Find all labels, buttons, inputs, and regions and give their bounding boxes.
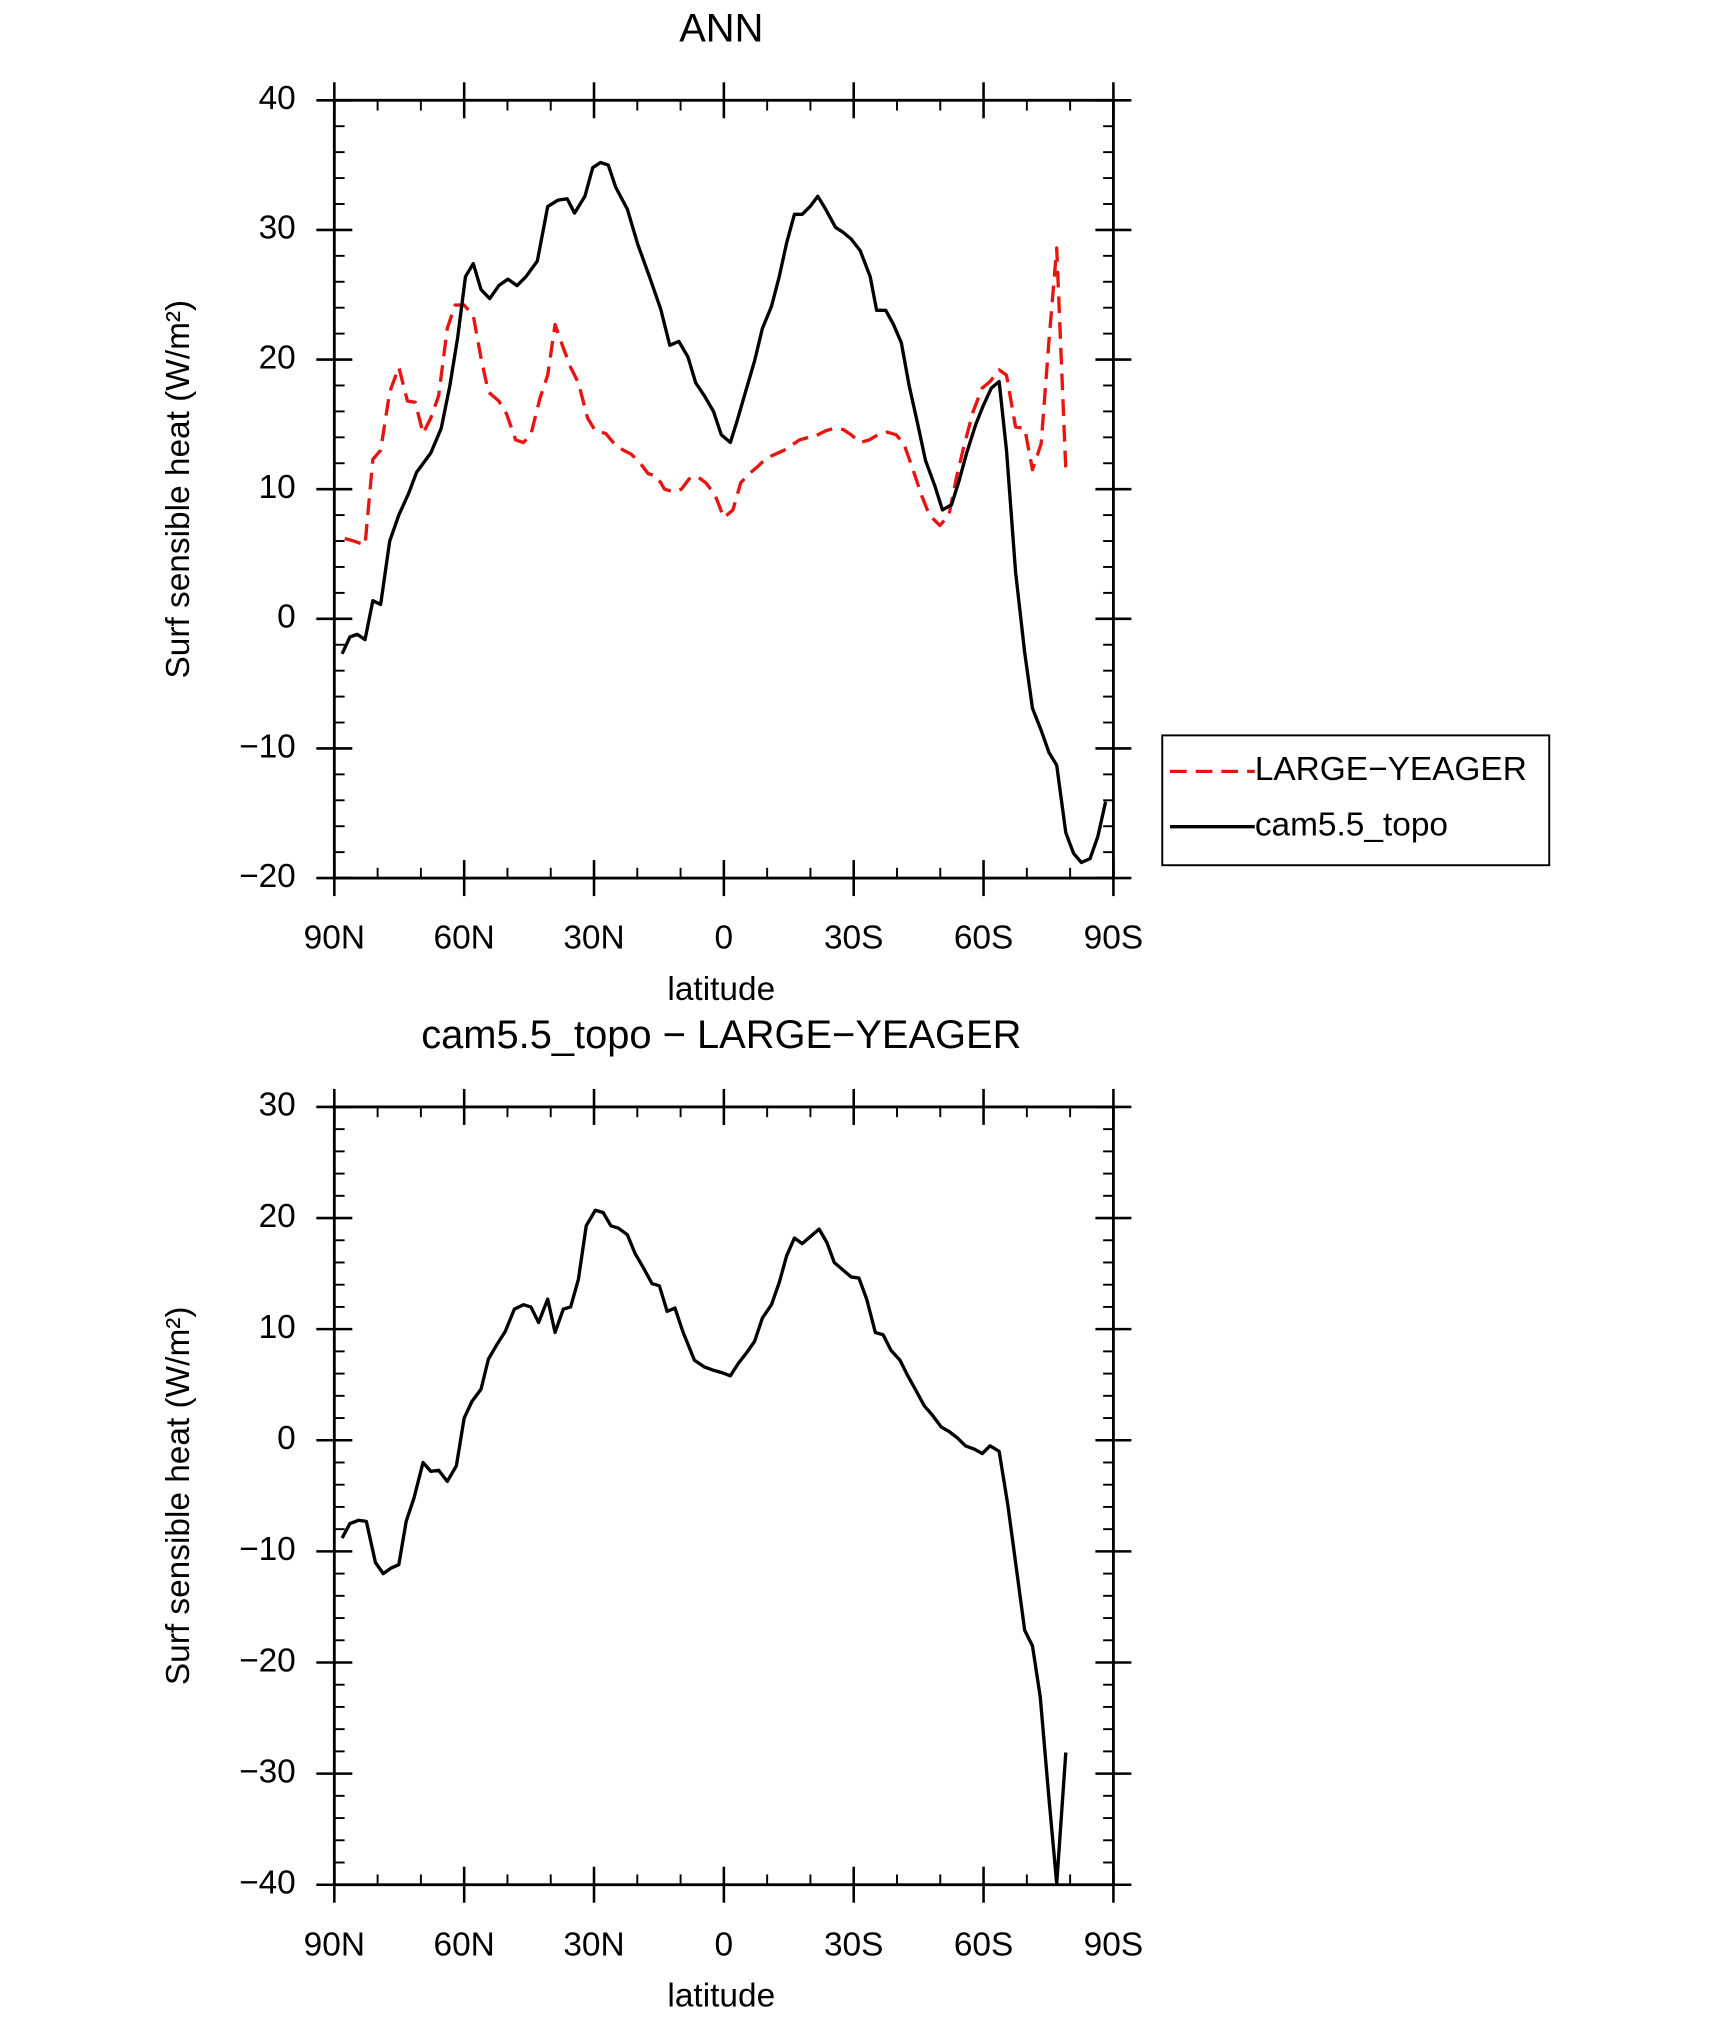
x-tick-label: 90N [304,1926,365,1963]
data-line [344,246,1068,547]
legend-label: cam5.5_topo [1255,806,1448,843]
y-tick-label: −20 [239,1642,296,1679]
plot-frame [332,98,1115,880]
chart-title: cam5.5_topo − LARGE−YEAGER [421,1013,1021,1057]
y-tick-label: 20 [259,1198,296,1235]
y-tick-label: 40 [259,80,296,117]
x-tick-label: 90S [1084,1926,1143,1963]
y-tick-label: −40 [239,1865,296,1902]
x-axis-label: latitude [667,1978,775,2015]
x-tick-label: 60S [954,1926,1013,1963]
data-line [340,1208,1068,1886]
data-line [340,160,1108,865]
x-axis-label: latitude [667,971,775,1008]
x-tick-label: 0 [715,1926,734,1963]
x-tick-label: 90S [1084,920,1143,957]
y-tick-label: 20 [259,339,296,376]
y-tick-label: 30 [259,210,296,247]
x-tick-label: 30S [824,920,883,957]
legend-box [1161,734,1551,867]
y-tick-label: −20 [239,858,296,895]
y-tick-label: 10 [259,469,296,506]
legend-label: LARGE−YEAGER [1255,751,1527,788]
x-tick-label: 60N [434,920,495,957]
y-tick-label: 0 [277,1420,296,1457]
x-tick-label: 30N [563,1926,624,1963]
y-axis-label: Surf sensible heat (W/m²) [160,1306,197,1685]
x-tick-label: 60N [434,1926,495,1963]
y-tick-label: 0 [277,599,296,636]
x-tick-label: 0 [715,920,734,957]
y-tick-label: −10 [239,728,296,765]
y-tick-label: −30 [239,1753,296,1790]
x-tick-label: 30N [563,920,624,957]
y-tick-label: 30 [259,1087,296,1124]
y-tick-label: −10 [239,1531,296,1568]
plot-frame [332,1105,1115,1887]
x-tick-label: 30S [824,1926,883,1963]
x-tick-label: 90N [304,920,365,957]
x-tick-label: 60S [954,920,1013,957]
chart-title: ANN [679,6,763,50]
y-tick-label: 10 [259,1309,296,1346]
y-axis-label: Surf sensible heat (W/m²) [160,300,197,679]
